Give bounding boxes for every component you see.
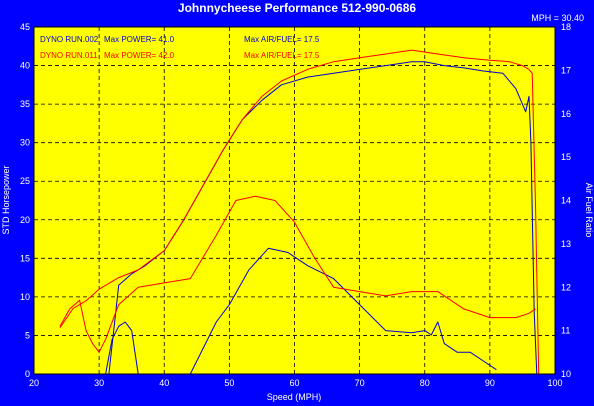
y-tick-label-left: 25	[20, 176, 30, 186]
y-tick-label-left: 15	[20, 253, 30, 263]
axis-ticks: 20 30 40 50 60 70 80 90 100 0 5 10 15 20 25 30 35 40 45 10 1…	[20, 22, 571, 388]
y-tick-label-right: 12	[561, 282, 571, 292]
y-tick-label-right: 11	[561, 326, 570, 336]
legend-afr-2: Max AIR/FUEL= 17.5	[244, 51, 320, 60]
y-tick-label-left: 20	[20, 215, 30, 225]
legend: DYNO RUN.002 Max POWER= 41.0 Max AIR/FUE…	[40, 35, 320, 60]
x-tick-label: 30	[94, 378, 104, 388]
legend-afr-1: Max AIR/FUEL= 17.5	[244, 35, 320, 44]
x-tick-label: 40	[159, 378, 169, 388]
y-axis-label-right: Air Fuel Ratio	[584, 183, 594, 238]
y-tick-label-left: 30	[20, 138, 30, 148]
series-line-4	[59, 195, 536, 353]
legend-power-2: Max POWER= 42.0	[104, 51, 175, 60]
series-lines	[59, 49, 540, 375]
x-tick-label: 20	[29, 378, 39, 388]
y-tick-label-right: 13	[561, 239, 571, 249]
gridlines	[34, 27, 555, 374]
series-line-3	[105, 247, 497, 375]
y-tick-label-left: 45	[20, 22, 30, 32]
plot-frame	[33, 26, 556, 375]
x-tick-label: 90	[485, 378, 495, 388]
y-tick-label-left: 40	[20, 61, 30, 71]
y-tick-label-left: 5	[25, 330, 30, 340]
y-tick-label-right: 16	[561, 109, 571, 119]
x-tick-label: 80	[420, 378, 430, 388]
y-tick-label-right: 18	[561, 22, 571, 32]
x-tick-label: 100	[547, 378, 562, 388]
y-tick-label-left: 35	[20, 99, 30, 109]
chart-title: Johnnycheese Performance 512-990-0686	[178, 1, 416, 15]
y-tick-label-right: 14	[561, 196, 571, 206]
x-axis-label: Speed (MPH)	[267, 392, 322, 402]
series-line-2	[59, 49, 540, 375]
y-tick-label-left: 10	[20, 292, 30, 302]
y-tick-label-right: 15	[561, 152, 571, 162]
legend-run-1: DYNO RUN.002	[40, 35, 99, 44]
legend-power-1: Max POWER= 41.0	[104, 35, 175, 44]
legend-run-2: DYNO RUN.011	[40, 51, 98, 60]
y-tick-label-left: 0	[25, 369, 30, 379]
y-axis-label-left: STD Horsepower	[1, 165, 11, 234]
y-tick-label-right: 17	[561, 65, 571, 75]
y-tick-label-right: 10	[561, 369, 571, 379]
x-tick-label: 70	[355, 378, 365, 388]
x-tick-label: 60	[289, 378, 299, 388]
speed-readout: MPH = 30.40	[531, 13, 584, 23]
x-tick-label: 50	[224, 378, 234, 388]
